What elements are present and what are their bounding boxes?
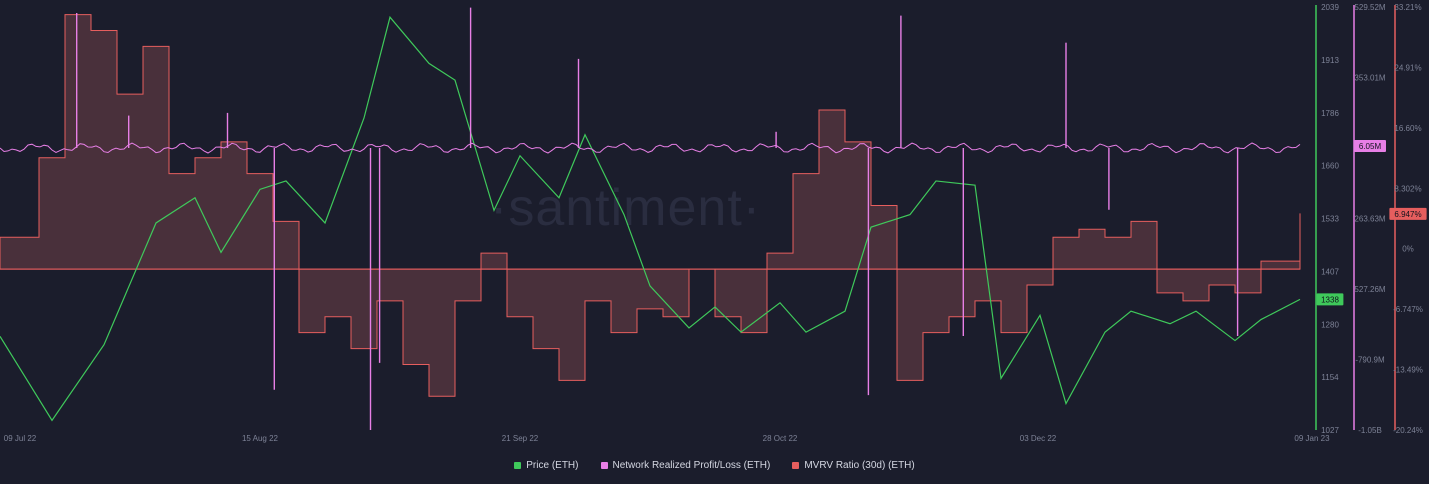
profit_loss-tick-label: -790.9M bbox=[1355, 356, 1385, 365]
profit_loss-tick-label: 263.63M bbox=[1354, 215, 1385, 224]
mvrv-tick-label: 16.60% bbox=[1394, 124, 1421, 133]
profit_loss-tick-label: 527.26M bbox=[1354, 285, 1385, 294]
profit_loss-tick-label: -1.05B bbox=[1358, 426, 1382, 435]
price-tick-label: 1533 bbox=[1321, 215, 1339, 224]
legend-item-price[interactable]: Price (ETH) bbox=[514, 459, 579, 471]
legend: Price (ETH) Network Realized Profit/Loss… bbox=[0, 452, 1429, 478]
watermark: ·santiment· bbox=[490, 179, 761, 237]
x-tick-label: 09 Jul 22 bbox=[4, 434, 37, 443]
axes: 2039 1913 1786 1660 1533 1407 1280 1154 1027 529.… bbox=[1315, 3, 1427, 435]
legend-label-mvrv: MVRV Ratio (30d) (ETH) bbox=[804, 459, 915, 471]
mvrv-tick-label: 0% bbox=[1402, 245, 1414, 254]
price-current-badge-box bbox=[1316, 293, 1344, 306]
x-tick-label: 21 Sep 22 bbox=[502, 434, 539, 443]
x-tick-label: 03 Dec 22 bbox=[1020, 434, 1057, 443]
mvrv-tick-label: -13.49% bbox=[1393, 366, 1423, 375]
mvrv-current-badge-box bbox=[1389, 207, 1427, 220]
price-current-badge: 1338 bbox=[1321, 295, 1339, 304]
mvrv-tick-label: 33.21% bbox=[1394, 3, 1421, 12]
mvrv-tick-label: -6.747% bbox=[1393, 305, 1423, 314]
mvrv-swatch-icon bbox=[792, 461, 800, 469]
profit-loss-current-badge-box bbox=[1354, 140, 1386, 152]
price-swatch-icon bbox=[514, 461, 522, 469]
price-tick-label: 2039 bbox=[1321, 3, 1339, 12]
price-tick-label: 1280 bbox=[1321, 320, 1339, 329]
profit-loss-current-badge: 6.05M bbox=[1359, 142, 1382, 151]
price-tick-label: 1027 bbox=[1321, 426, 1339, 435]
x-tick-label: 09 Jan 23 bbox=[1294, 434, 1330, 443]
mvrv-tick-label: 8.302% bbox=[1394, 184, 1421, 193]
mvrv-series bbox=[0, 14, 1301, 397]
mvrv-tick-label: -20.24% bbox=[1393, 426, 1423, 435]
price-tick-label: 1407 bbox=[1321, 267, 1339, 276]
profit-loss-line bbox=[0, 142, 1301, 154]
price-tick-label: 1660 bbox=[1321, 162, 1339, 171]
x-axis-ticks: 09 Jul 22 15 Aug 22 21 Sep 22 28 Oct 22 03 D… bbox=[4, 434, 1330, 443]
legend-item-mvrv[interactable]: MVRV Ratio (30d) (ETH) bbox=[792, 459, 915, 471]
profit_loss-tick-label: 353.01M bbox=[1354, 74, 1385, 83]
mvrv-tick-label: 24.91% bbox=[1394, 63, 1421, 72]
price-tick-label: 1154 bbox=[1321, 373, 1339, 382]
profit_loss-tick-label: 529.52M bbox=[1354, 3, 1385, 12]
profit-loss-series bbox=[0, 7, 1301, 430]
profit-loss-swatch-icon bbox=[600, 461, 608, 469]
mvrv-current-badge: 6.947% bbox=[1394, 210, 1421, 219]
x-tick-label: 28 Oct 22 bbox=[763, 434, 798, 443]
legend-label-profit-loss: Network Realized Profit/Loss (ETH) bbox=[612, 459, 771, 471]
x-tick-label: 15 Aug 22 bbox=[242, 434, 279, 443]
legend-label-price: Price (ETH) bbox=[526, 459, 579, 471]
price-tick-label: 1913 bbox=[1321, 56, 1339, 65]
legend-item-profit-loss[interactable]: Network Realized Profit/Loss (ETH) bbox=[600, 459, 771, 471]
mvrv-area bbox=[0, 14, 1301, 397]
price-tick-label: 1786 bbox=[1321, 109, 1339, 118]
price-series bbox=[0, 15, 1301, 422]
price-line bbox=[0, 15, 1301, 422]
